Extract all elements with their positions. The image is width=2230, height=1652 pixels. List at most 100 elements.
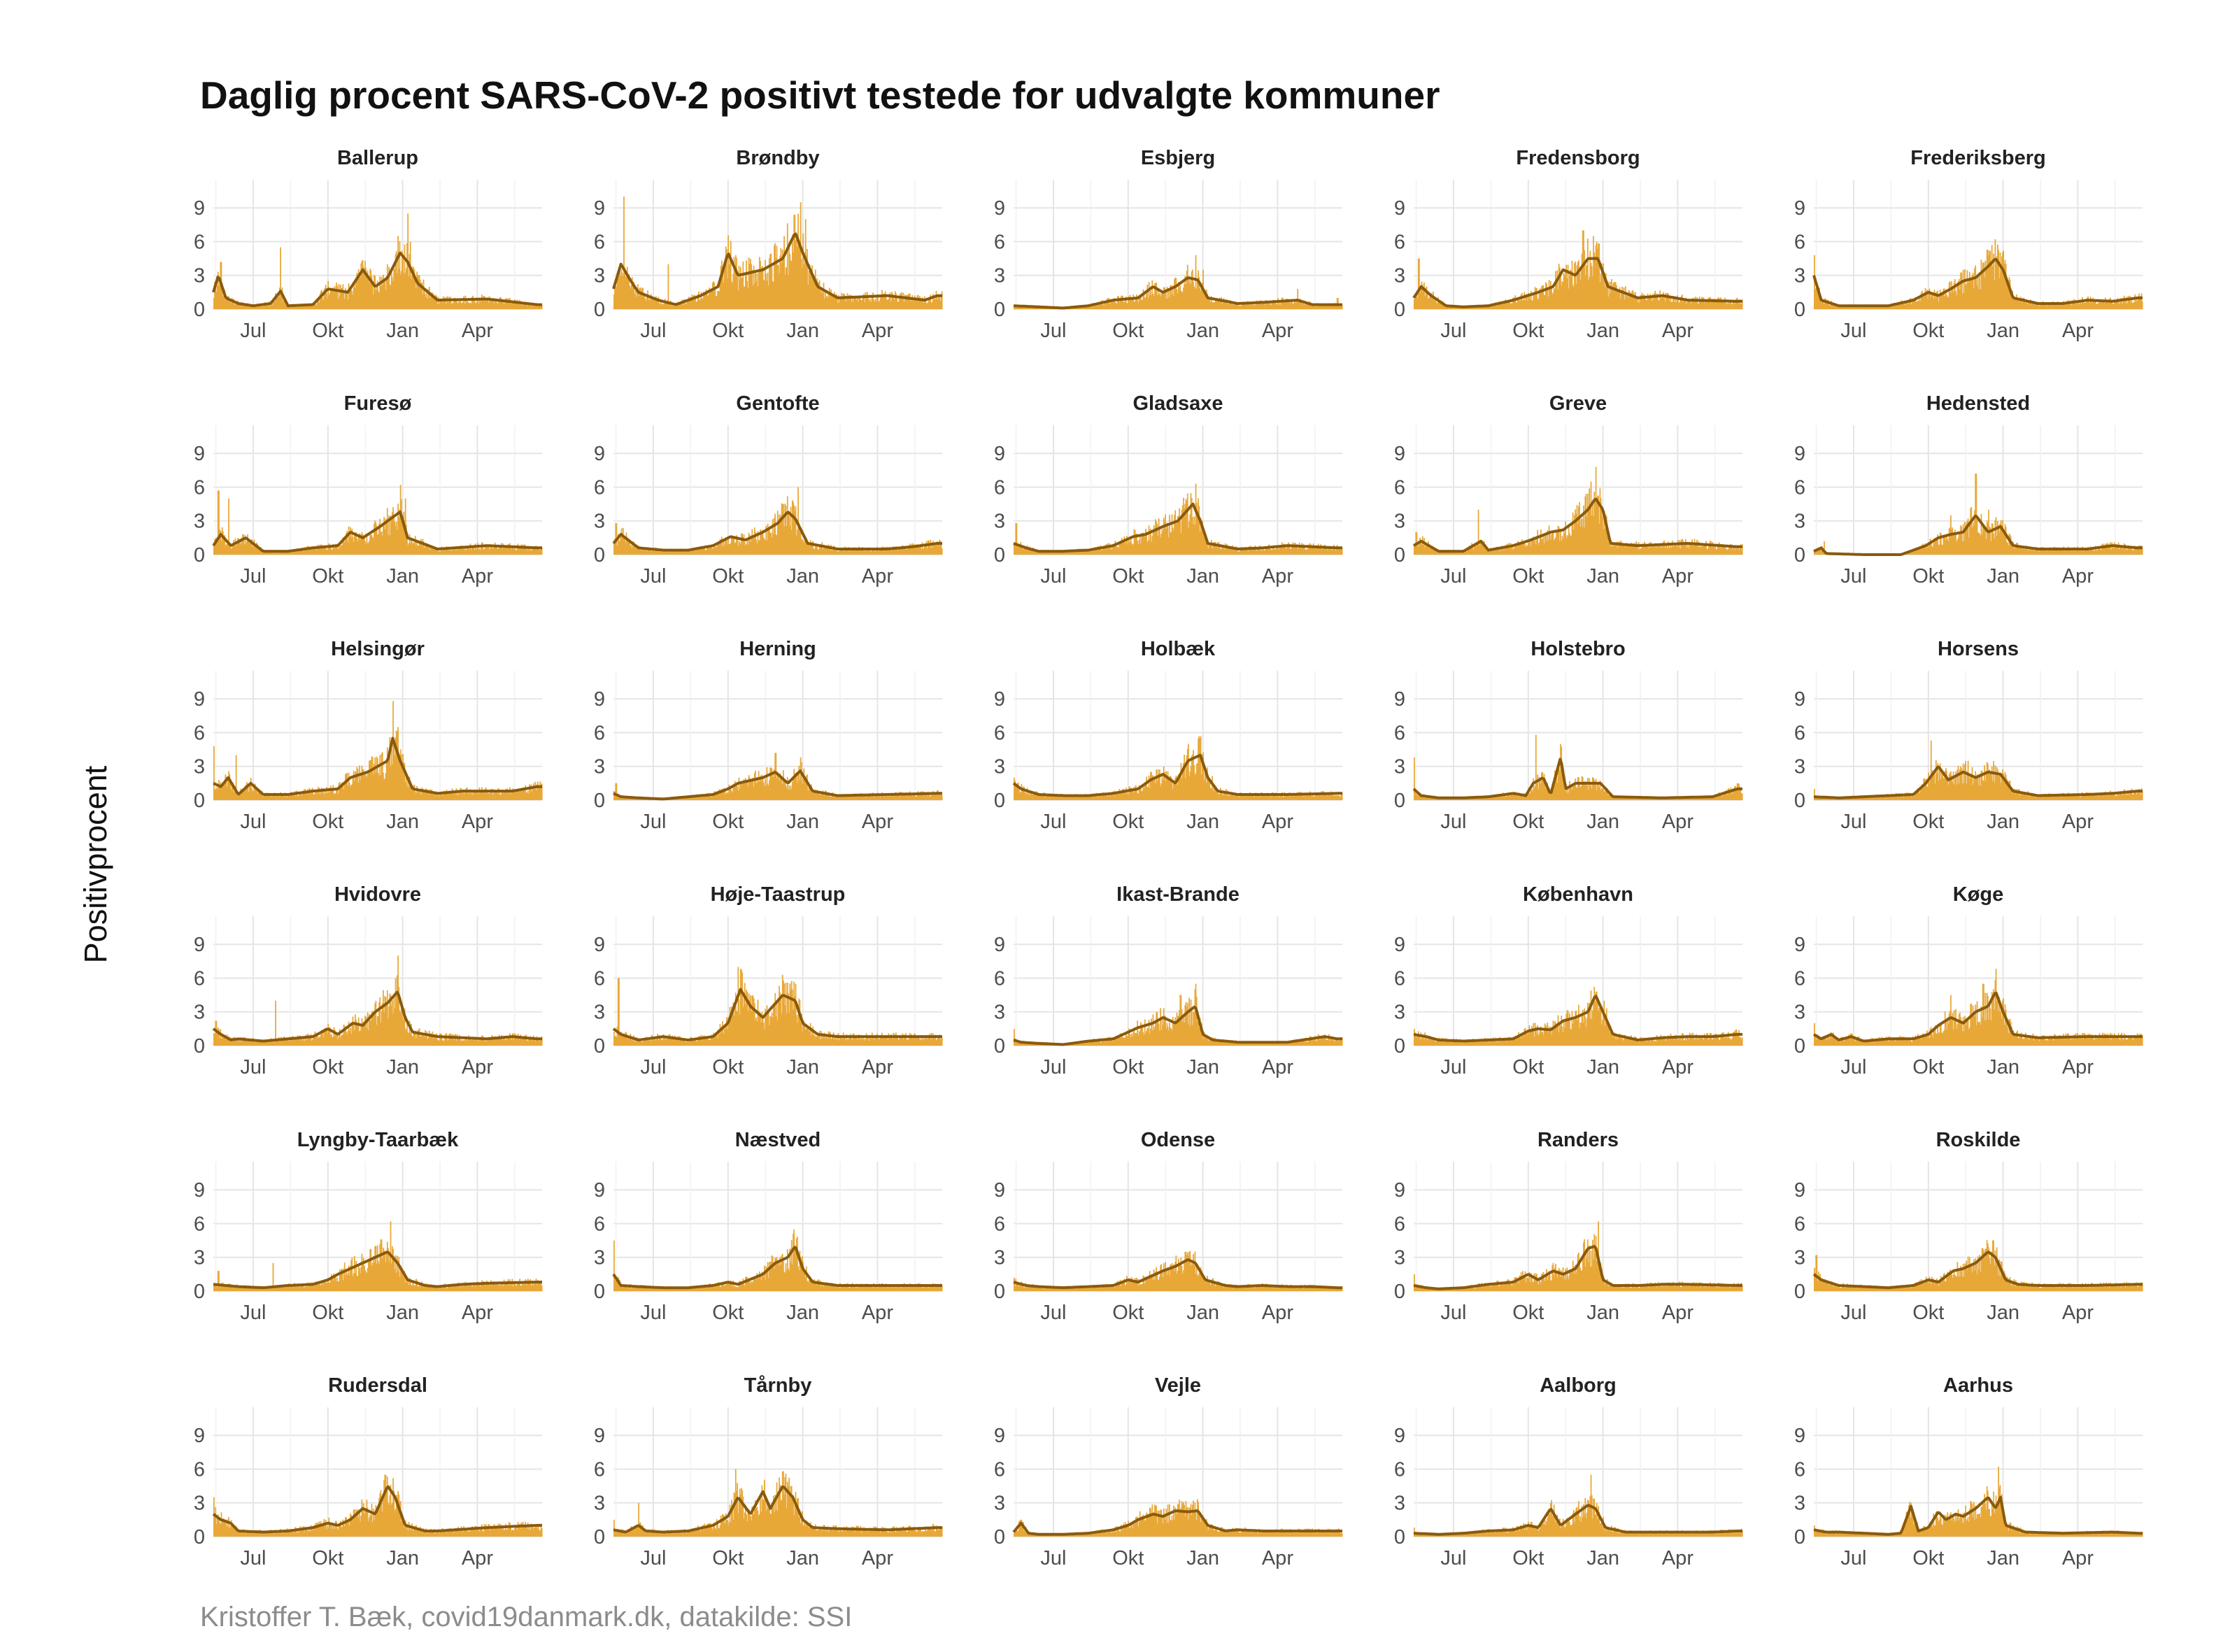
daily-bar [2087,548,2088,555]
daily-bar [271,304,274,309]
daily-bar [1668,297,1670,309]
daily-bar [741,534,744,555]
daily-bar [691,294,693,309]
daily-bar [1313,546,1315,555]
daily-bar [412,266,414,309]
daily-bar [2087,296,2089,309]
daily-bar [441,300,443,309]
daily-bar [1128,542,1130,555]
daily-bar [1221,297,1222,309]
daily-bar [1115,303,1117,309]
daily-bar [1733,301,1735,309]
daily-bar [416,785,418,800]
daily-bar [1919,298,1921,309]
daily-bar [1716,299,1718,309]
daily-bar [2041,547,2043,555]
daily-bar [1735,548,1738,555]
daily-bar [1605,273,1607,309]
daily-bar [229,774,231,800]
daily-bar [1014,306,1016,309]
daily-bar [1031,547,1033,555]
daily-bar [907,295,909,309]
daily-bar [1330,304,1333,309]
daily-bar [890,548,892,555]
daily-bar [786,525,788,555]
daily-bar [1311,306,1313,309]
daily-bar [1541,539,1542,555]
daily-bar [376,756,378,800]
daily-bar [746,780,748,800]
daily-bar [1118,301,1121,309]
daily-bar [1249,548,1251,555]
daily-bar [255,786,257,800]
daily-bar [1493,549,1495,555]
daily-bar [318,298,319,309]
daily-bar [1235,304,1236,309]
daily-bar [1967,283,1969,309]
daily-bar [798,244,800,309]
daily-bar [897,301,900,309]
daily-bar [397,504,399,555]
daily-bar [454,794,456,800]
daily-bar [862,549,864,555]
daily-bar [459,301,461,309]
daily-bar [1562,539,1564,555]
daily-bar [1217,542,1219,555]
trend-line [1412,257,1742,308]
daily-bar [881,290,883,309]
daily-bar [358,276,360,309]
daily-bar [238,538,240,555]
daily-bar [1092,306,1094,309]
daily-bar [940,793,942,800]
daily-bar [1570,535,1572,555]
daily-bar [1869,306,1871,309]
daily-bar [322,548,325,555]
daily-bar [1184,276,1186,309]
daily-bar [1542,285,1544,309]
daily-bar [753,527,755,555]
daily-bar [2132,550,2134,555]
daily-bar [395,254,397,309]
daily-bar [459,790,461,800]
daily-bar [390,766,392,800]
daily-bar [691,795,693,800]
daily-bar [1825,299,1827,309]
daily-bar [1060,550,1062,555]
daily-bar [1552,532,1554,555]
daily-bar [812,541,814,555]
daily-bar [1696,541,1697,555]
daily-bar [1490,305,1492,309]
daily-bar [265,792,267,800]
daily-bars [1014,483,1343,555]
daily-bar [791,500,793,555]
daily-bar [841,796,844,800]
daily-bar [890,795,892,800]
daily-bar [534,546,537,555]
daily-bar [798,522,800,555]
daily-bar [1195,483,1197,555]
trend-line [1812,257,2143,308]
daily-bar [1453,550,1455,555]
daily-bar [220,782,222,800]
daily-bar [750,259,751,309]
daily-bar [1425,287,1427,309]
daily-bar [730,543,732,555]
daily-bar [1958,534,1960,555]
daily-bar [1434,548,1436,555]
daily-bar [914,795,916,800]
daily-bar [1977,274,1979,309]
daily-bar [1710,541,1712,555]
daily-bar [809,784,811,800]
daily-bar [830,797,831,800]
daily-bar [2131,302,2133,309]
daily-bar [1431,297,1433,309]
daily-bar [1340,304,1342,309]
daily-bar [492,795,494,800]
daily-bar [795,506,797,555]
daily-bar [925,792,927,800]
daily-bar [1500,302,1503,309]
daily-bar [1954,279,1956,309]
daily-bar [2005,527,2007,555]
daily-bar [501,300,503,309]
